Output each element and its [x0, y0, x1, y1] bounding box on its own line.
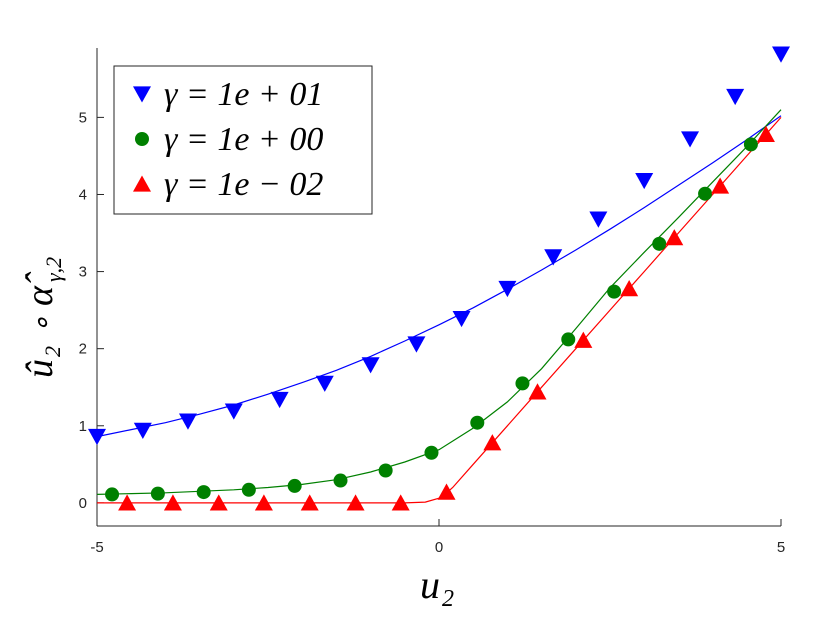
data-point: [300, 494, 319, 511]
data-point: [756, 125, 775, 142]
data-point: [133, 422, 152, 439]
data-point: [544, 249, 563, 266]
y-tick-label: 0: [79, 495, 87, 512]
data-point: [772, 46, 790, 63]
legend-label-2: γ = 1e − 02: [164, 166, 323, 203]
y-tick-label: 1: [79, 418, 87, 435]
data-point: [498, 280, 517, 298]
data-point: [346, 494, 365, 511]
svg-text:2: 2: [442, 586, 454, 612]
data-point: [150, 486, 165, 501]
data-point: [224, 403, 243, 420]
data-point: [711, 177, 730, 194]
y-tick-label: 5: [79, 109, 87, 126]
data-point: [407, 336, 426, 353]
y-axis-label: û 2 ∘ α̂ γ,2: [19, 257, 66, 378]
legend-box: [113, 65, 373, 215]
svg-text:γ,2: γ,2: [41, 257, 66, 282]
x-tick-label: 0: [435, 539, 443, 556]
legend-marker-0: [133, 86, 151, 103]
y-tick-label: 3: [79, 264, 87, 281]
data-point: [254, 494, 273, 511]
data-point: [652, 236, 667, 251]
data-point: [665, 229, 684, 246]
y-tick-label: 2: [79, 341, 87, 358]
series-line-1: [96, 109, 782, 495]
x-tick-label: -5: [90, 539, 103, 556]
data-point: [515, 376, 530, 391]
x-tick-label: 5: [777, 539, 785, 556]
data-point: [470, 415, 485, 430]
data-point: [437, 483, 456, 500]
data-point: [361, 357, 380, 374]
data-point: [574, 331, 593, 348]
x-axis-label: u 2: [420, 562, 454, 612]
data-point: [528, 383, 547, 400]
data-point: [241, 482, 256, 497]
data-point: [287, 478, 302, 493]
data-point: [178, 413, 197, 430]
tick-labels: -5 0 5 0 1 2 3 4 5: [79, 109, 786, 556]
legend-label-1: γ = 1e + 00: [164, 121, 323, 158]
data-point: [698, 186, 713, 201]
legend: γ = 1e + 01 γ = 1e + 00 γ = 1e − 02: [113, 65, 373, 215]
data-point: [561, 332, 576, 347]
series-markers: [88, 46, 790, 511]
data-point: [105, 487, 120, 502]
data-point: [483, 434, 502, 451]
data-point: [209, 494, 228, 511]
svg-text:2: 2: [40, 346, 65, 357]
data-point: [196, 485, 211, 500]
data-point: [681, 131, 700, 148]
data-point: [378, 463, 393, 478]
data-point: [88, 428, 106, 446]
data-point: [452, 310, 471, 328]
data-point: [726, 88, 745, 106]
svg-text:û: û: [19, 359, 61, 378]
data-point: [270, 391, 289, 409]
data-point: [589, 211, 608, 228]
data-point: [163, 494, 182, 511]
data-point: [743, 137, 758, 152]
data-point: [620, 279, 639, 297]
data-point: [315, 375, 334, 392]
svg-text:∘: ∘: [26, 315, 59, 334]
data-point: [424, 445, 439, 460]
legend-marker-2: [133, 175, 151, 192]
data-point: [118, 494, 137, 511]
svg-text:u: u: [420, 562, 440, 607]
data-point: [635, 172, 654, 190]
y-tick-label: 4: [79, 186, 87, 203]
series-line-0: [96, 115, 782, 438]
data-point: [333, 473, 348, 488]
legend-marker-1: [135, 132, 149, 146]
legend-label-0: γ = 1e + 01: [164, 76, 323, 113]
data-point: [391, 494, 410, 511]
data-point: [607, 284, 622, 299]
